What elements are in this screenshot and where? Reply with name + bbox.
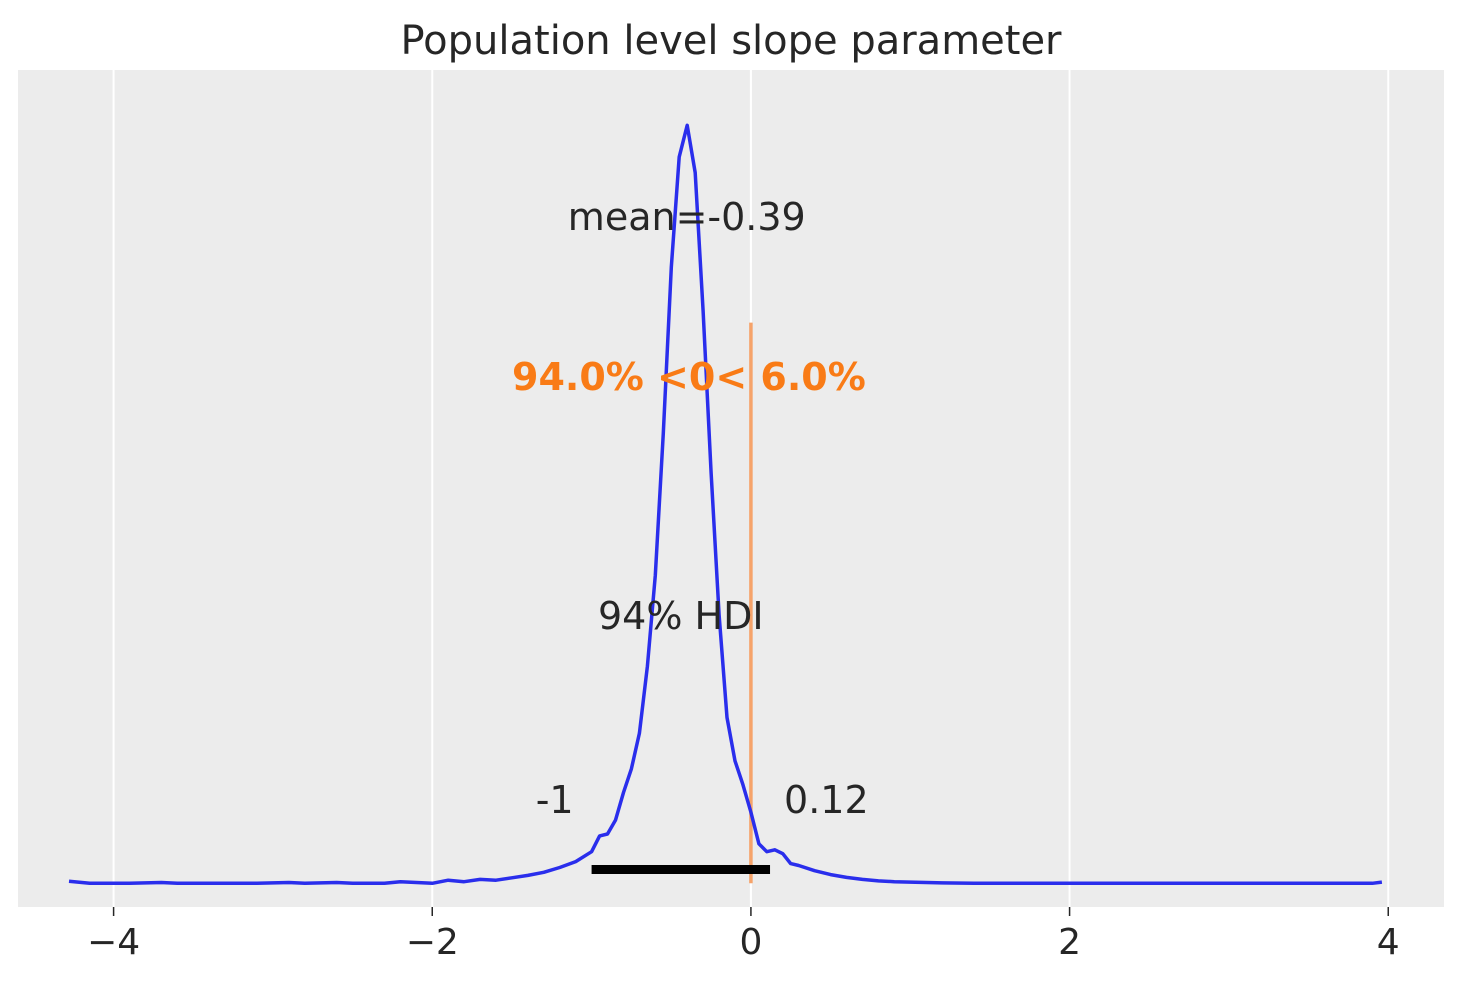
plot-area (18, 70, 1444, 907)
chart-title: Population level slope parameter (400, 18, 1062, 64)
x-tick-label-3: 2 (1058, 922, 1081, 963)
hdi-low-label: -1 (536, 778, 574, 822)
x-tick-label-1: −2 (406, 922, 459, 963)
x-tick-label-0: −4 (87, 922, 140, 963)
x-axis-ticks: −4 −2 0 2 4 (87, 907, 1400, 963)
density-series (68, 123, 1383, 886)
hdi-high-label: 0.12 (784, 778, 869, 822)
annotations: mean=-0.39 94.0% <0< 6.0% 94% HDI -1 0.12 (512, 195, 869, 822)
mean-label: mean=-0.39 (568, 195, 806, 239)
x-tick-label-4: 4 (1377, 922, 1400, 963)
density-line-0 (68, 123, 1383, 886)
x-tick-label-2: 0 (739, 922, 762, 963)
reference-label: 94.0% <0< 6.0% (512, 355, 866, 399)
hdi-label: 94% HDI (598, 594, 764, 638)
